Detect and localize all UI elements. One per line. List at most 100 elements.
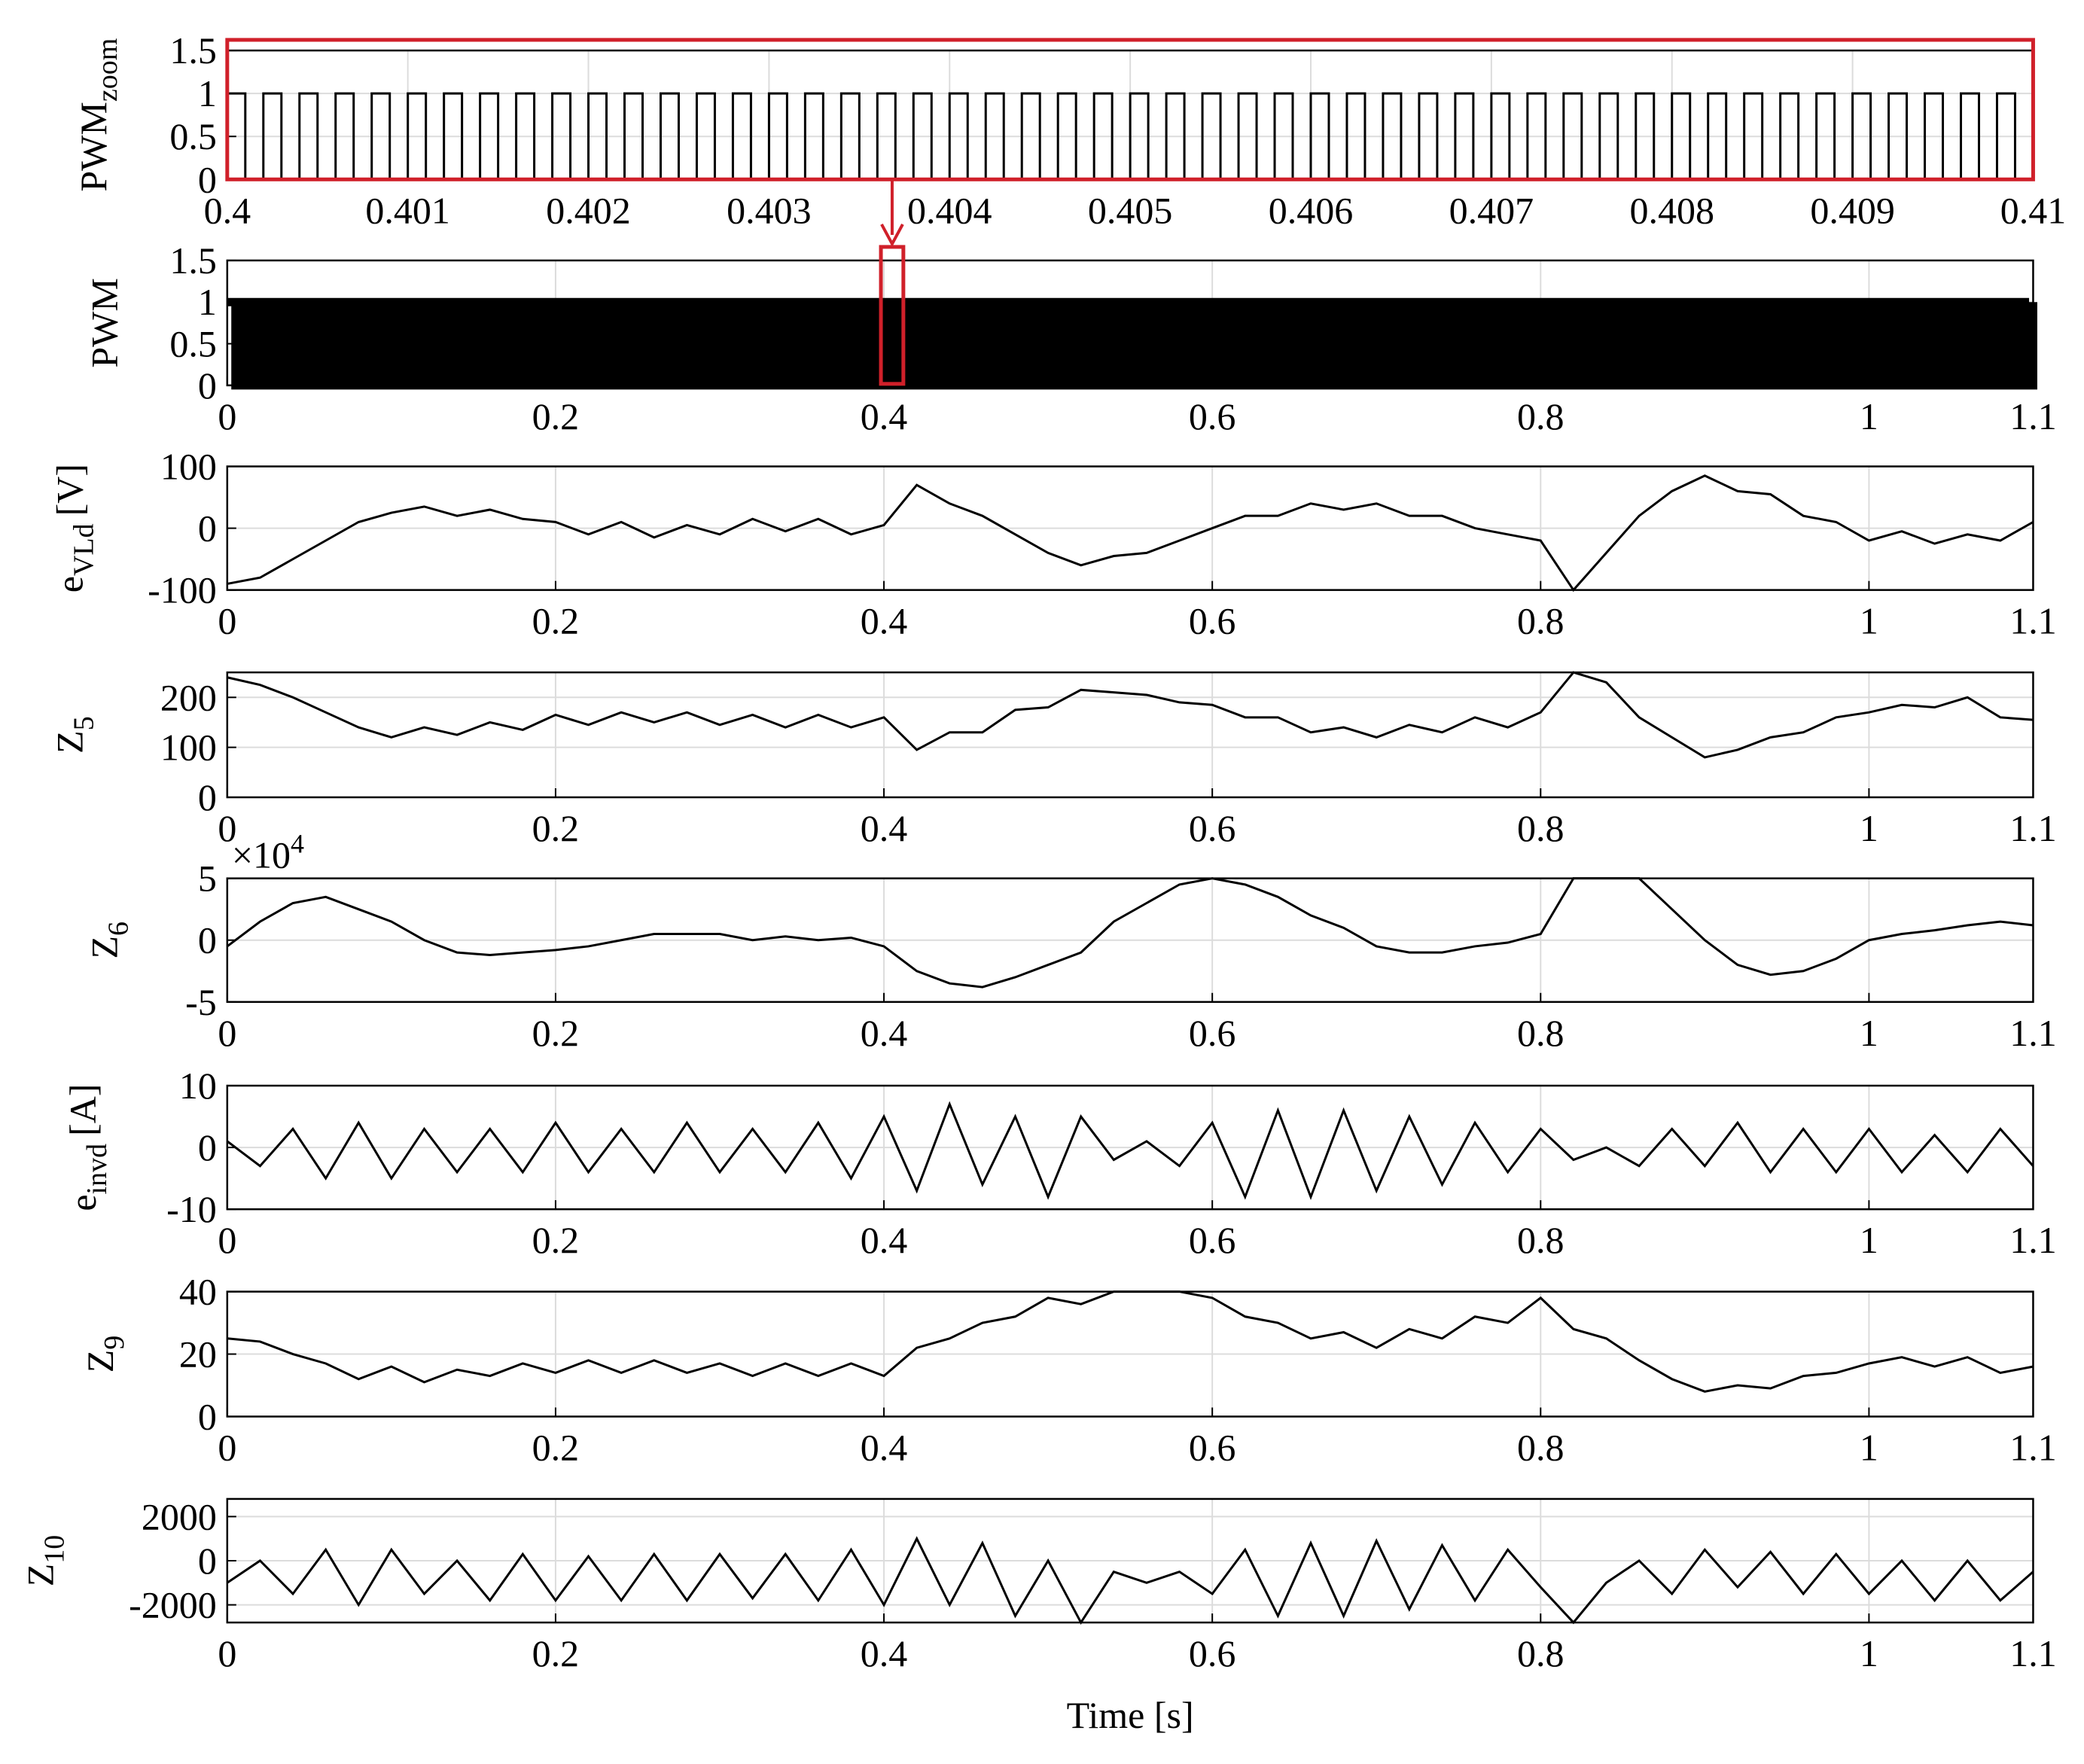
x-tick-label: 0.41 [2000,189,2067,231]
x-tick-label: 0.2 [532,807,580,849]
y-tick-label: 10 [179,1065,217,1107]
y-label-sub: 9 [99,1336,130,1350]
y-label-sub: 6 [102,922,134,936]
x-tick-label: 1 [1860,1012,1878,1054]
y-tick-label: -100 [148,569,217,611]
x-tick-label: 0.402 [546,189,631,231]
y-label-main: Z [79,1350,121,1373]
y-axis-label: Z9 [79,1336,130,1373]
zoom-frame [225,38,2035,181]
y-tick-label: 1.5 [169,29,217,72]
y-tick-label: 1 [198,281,217,323]
y-axis-label: Z5 [48,716,99,754]
x-tick-label: 1 [1860,1632,1878,1674]
axes-box [226,1084,2034,1211]
x-tick-label: 0.404 [907,189,992,231]
y-label-sub: zoom [92,38,123,102]
x-tick-label: 0 [218,1632,236,1674]
y-tick-label: 0.5 [169,323,217,365]
x-tick-label: 0.8 [1517,600,1565,642]
y-axis-label: einvd [A] [62,1083,113,1211]
x-tick-label: 0 [218,395,236,437]
y-label-sub: 10 [39,1535,71,1564]
plot-area [227,672,2034,797]
x-tick-label: 1 [1860,600,1878,642]
x-tick-label: 0.4 [204,189,251,231]
axes-box [226,465,2034,591]
x-tick-label: 0.4 [861,1012,908,1054]
x-tick-label: 0 [218,600,236,642]
x-tick-label: 0.2 [532,395,580,437]
axes-box [226,259,2034,387]
x-tick-label: 0 [218,1426,236,1468]
x-tick-label: 0.8 [1517,1012,1565,1054]
x-tick-label: 0.6 [1189,600,1236,642]
y-tick-label: 5 [198,858,217,900]
x-tick-label: 0.4 [861,1632,908,1674]
x-tick-label: 0.403 [727,189,812,231]
x-tick-label: 1 [1860,807,1878,849]
y-tick-label: 0.5 [169,115,217,157]
x-tick-label: 0.6 [1189,395,1236,437]
y-tick-label: 20 [179,1333,217,1376]
y-label-main: Z [83,936,125,959]
x-tick-label: 0 [218,807,236,849]
x-tick-label: 0.408 [1629,189,1714,231]
y-tick-label: 0 [198,1395,217,1437]
y-axis-label: Z6 [83,922,134,959]
x-tick-label: 0.2 [532,600,580,642]
x-tick-label: 0.4 [861,600,908,642]
y-label-main: e [62,1194,104,1211]
y-tick-label: 0 [198,507,217,550]
x-tick-label: 0.2 [532,1632,580,1674]
x-tick-label: 0.6 [1189,1012,1236,1054]
x-tick-label: 0.4 [861,1426,908,1468]
y-tick-label: 0 [198,919,217,961]
x-tick-label: 0 [218,1219,236,1261]
y-axis-label: PWM [83,278,125,367]
y-tick-label: -10 [166,1188,217,1230]
data-line [226,1536,2034,1625]
x-tick-label: 1.1 [2009,600,2057,642]
y-label-suffix: [A] [62,1083,104,1135]
x-tick-label: 0.407 [1449,189,1534,231]
y-tick-label: 100 [160,446,217,488]
x-tick-label: 0.4 [861,807,908,849]
axes-box [226,1497,2034,1624]
y-axis-label: PWMzoom [72,38,123,192]
y-tick-label: 0 [198,776,217,818]
y-offset-label: ×104 [232,829,304,876]
y-tick-label: 0 [198,364,217,407]
x-tick-label: 0.6 [1189,807,1236,849]
x-tick-label: 0.2 [532,1426,580,1468]
x-tick-label: 0.8 [1517,807,1565,849]
y-tick-label: 40 [179,1271,217,1313]
y-axis-label: Z10 [20,1535,71,1587]
x-tick-label: 0.4 [861,395,908,437]
zoom-arrow-head [880,223,904,248]
x-tick-label: 0.8 [1517,1632,1565,1674]
x-tick-label: 1.1 [2009,395,2057,437]
y-tick-label: -2000 [129,1584,217,1626]
x-tick-label: 1.1 [2009,1219,2057,1261]
x-tick-label: 1.1 [2009,1632,2057,1674]
y-label-main: e [48,576,90,593]
offset-base: ×10 [232,834,291,876]
data-line [227,297,2037,390]
x-tick-label: 1.1 [2009,807,2057,849]
y-label-main: PWM [83,278,125,367]
y-label-main: PWM [72,102,114,191]
x-tick-label: 0.2 [532,1219,580,1261]
y-tick-label: -5 [185,981,217,1023]
x-tick-label: 1 [1860,1426,1878,1468]
y-tick-label: 0 [198,1540,217,1582]
y-label-main: Z [20,1564,62,1587]
y-tick-label: 0 [198,158,217,200]
x-tick-label: 1.1 [2009,1426,2057,1468]
x-tick-label: 1.1 [2009,1012,2057,1054]
y-tick-label: 200 [160,676,217,718]
x-tick-label: 0.8 [1517,1219,1565,1261]
axes-box [226,671,2034,799]
x-tick-label: 0.401 [365,189,450,231]
x-tick-label: 0.4 [861,1219,908,1261]
